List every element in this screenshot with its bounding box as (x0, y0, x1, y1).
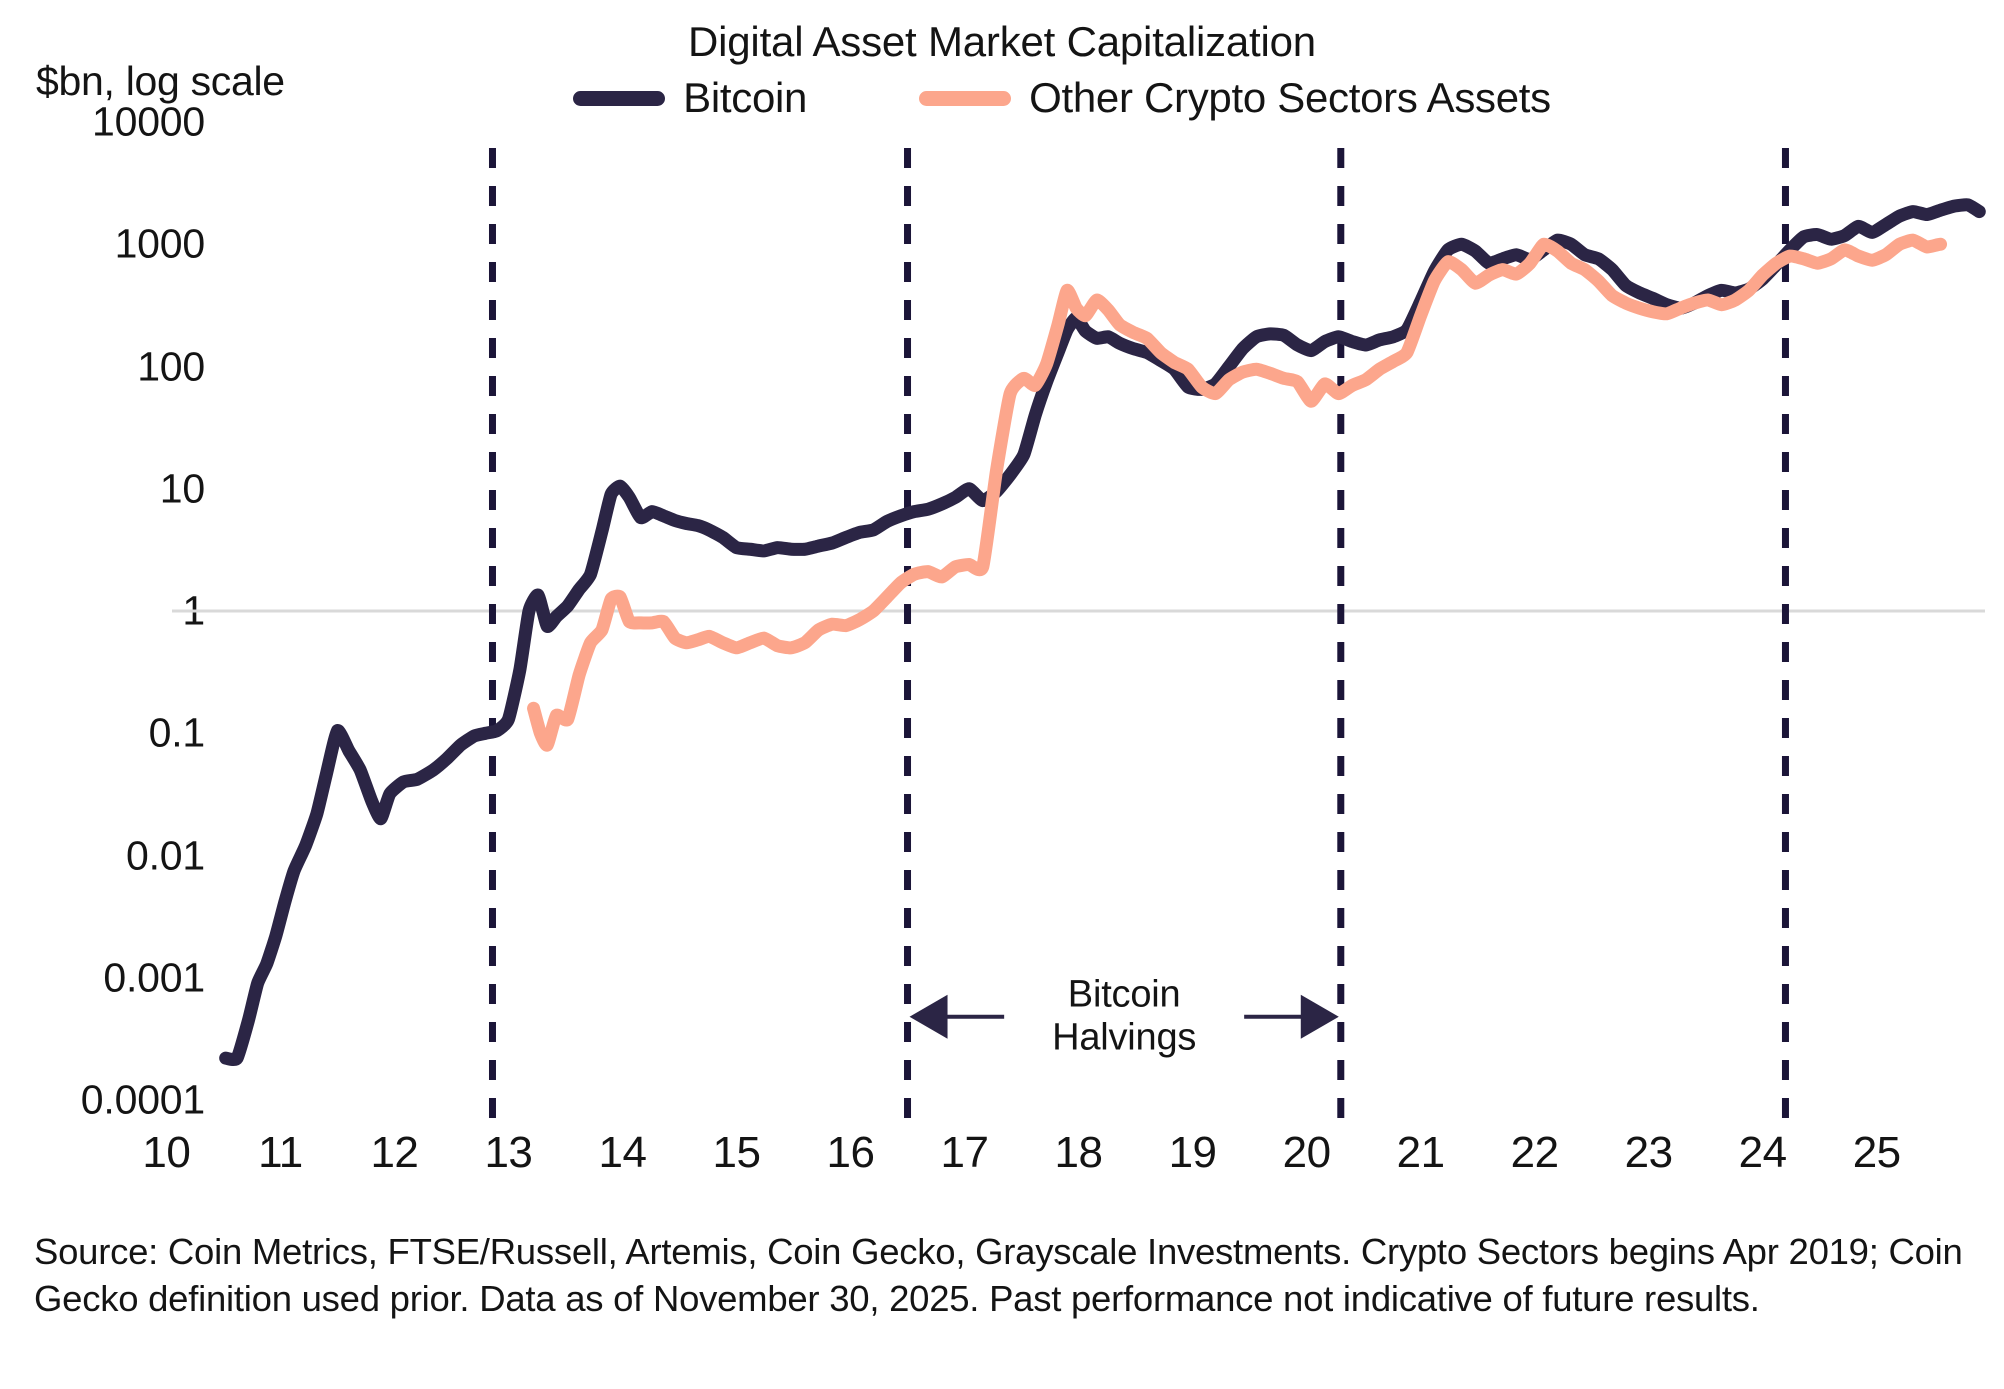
x-tick-label: 22 (1510, 1128, 1559, 1177)
y-axis-unit-label: $bn, log scale (36, 58, 285, 104)
halvings-annotation-label: Bitcoin Halvings (1052, 973, 1197, 1059)
chart-title: Digital Asset Market Capitalization (688, 18, 1316, 65)
y-tick-label: 0.0001 (80, 1076, 205, 1123)
x-tick-label: 10 (142, 1128, 191, 1177)
legend-swatch-bitcoin (573, 90, 666, 106)
y-tick-label: 1000 (114, 220, 206, 267)
y-tick-label: 100 (137, 343, 205, 389)
y-tick-label: 0.001 (103, 954, 205, 1001)
x-tick-label: 12 (370, 1128, 419, 1177)
x-tick-label: 16 (826, 1128, 875, 1177)
y-tick-label: 0.1 (148, 709, 206, 756)
x-tick-label: 18 (1054, 1128, 1103, 1177)
x-tick-label: 15 (712, 1128, 761, 1177)
legend-label-bitcoin: Bitcoin (683, 74, 808, 121)
legend-item-bitcoin[interactable]: Bitcoin (573, 74, 807, 122)
y-axis-tick-labels: 10000 1000 100 10 1 0.1 0.01 0.001 0.0001 (0, 0, 205, 1389)
legend-swatch-other-crypto (919, 90, 1012, 106)
x-tick-label: 19 (1168, 1128, 1217, 1177)
x-tick-label: 25 (1852, 1128, 1901, 1177)
x-tick-label: 24 (1738, 1128, 1787, 1177)
halvings-arrow-left-head (909, 994, 948, 1039)
y-tick-label: 0.01 (126, 832, 205, 878)
series-line-other-crypto (527, 233, 1948, 752)
x-tick-label: 23 (1624, 1128, 1673, 1177)
x-tick-label: 13 (484, 1128, 533, 1177)
x-tick-label: 21 (1396, 1128, 1445, 1177)
legend-label-other-crypto: Other Crypto Sectors Assets (1029, 74, 1551, 121)
y-tick-label: 10 (159, 465, 205, 512)
x-tick-label: 11 (258, 1128, 303, 1177)
y-tick-label: 10000 (91, 98, 205, 145)
chart-legend: Bitcoin Other Crypto Sectors Assets (0, 74, 2004, 122)
x-tick-label: 14 (598, 1128, 647, 1177)
halvings-arrow-right-head (1300, 994, 1339, 1039)
source-note: Source: Coin Metrics, FTSE/Russell, Arte… (34, 1231, 1963, 1320)
series-line-bitcoin (219, 198, 1986, 1067)
x-tick-label: 20 (1282, 1128, 1331, 1177)
legend-item-other-crypto[interactable]: Other Crypto Sectors Assets (919, 74, 1551, 122)
x-tick-label: 17 (940, 1128, 989, 1177)
